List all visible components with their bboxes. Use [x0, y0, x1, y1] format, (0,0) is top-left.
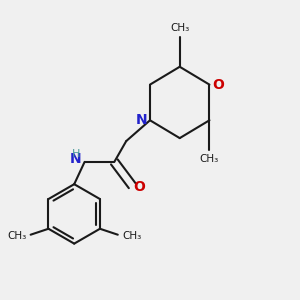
Text: O: O	[212, 78, 224, 92]
Text: CH₃: CH₃	[200, 154, 219, 164]
Text: H: H	[72, 148, 80, 159]
Text: CH₃: CH₃	[170, 22, 189, 33]
Text: O: O	[134, 180, 146, 194]
Text: CH₃: CH₃	[122, 231, 142, 241]
Text: CH₃: CH₃	[7, 231, 26, 241]
Text: N: N	[135, 113, 147, 127]
Text: N: N	[70, 152, 82, 166]
